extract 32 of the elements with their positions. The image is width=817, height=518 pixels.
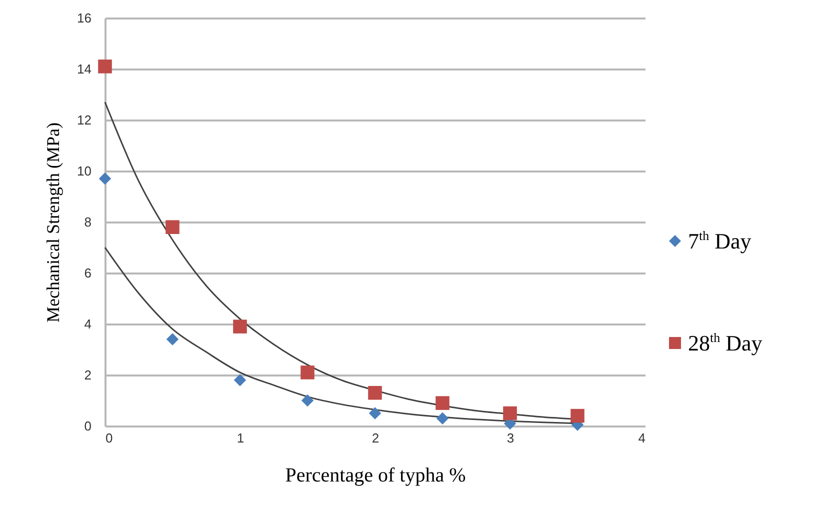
y-tick-label: 2	[84, 368, 92, 382]
point	[98, 172, 112, 185]
x-tick-label: 3	[506, 430, 514, 446]
y-tick-label: 0	[84, 418, 92, 434]
point	[233, 320, 247, 334]
point	[98, 60, 112, 74]
point	[234, 374, 246, 386]
y-tick-label: 6	[84, 266, 92, 280]
y-tick-label: 8	[84, 214, 92, 230]
x-axis-title: Percentage of typha %	[285, 464, 466, 486]
point	[368, 386, 382, 400]
point	[301, 394, 314, 407]
legend-label: 28$^{th}$ Day	[688, 330, 762, 356]
point	[570, 408, 584, 423]
y-tick-label: 10	[77, 164, 92, 178]
x-tick-label: 1	[236, 430, 244, 446]
point	[436, 396, 450, 410]
point	[368, 407, 382, 420]
y-axis-title: Mechanical Strength (MPa)	[43, 122, 64, 322]
point	[436, 412, 449, 424]
x-tick-label: 2	[372, 430, 380, 446]
x-tick-label: 0	[106, 430, 113, 446]
y-tick-label: 12	[77, 112, 92, 128]
point	[503, 406, 517, 420]
point	[166, 333, 179, 346]
y-tick-label: 14	[77, 62, 92, 76]
y-tick-label: 16	[77, 10, 92, 26]
point	[166, 220, 180, 234]
x-tick-label: 4	[638, 430, 646, 446]
legend-label: 7$^{th}$ Day	[688, 228, 752, 254]
point	[300, 366, 314, 380]
y-tick-label: 4	[84, 316, 92, 332]
